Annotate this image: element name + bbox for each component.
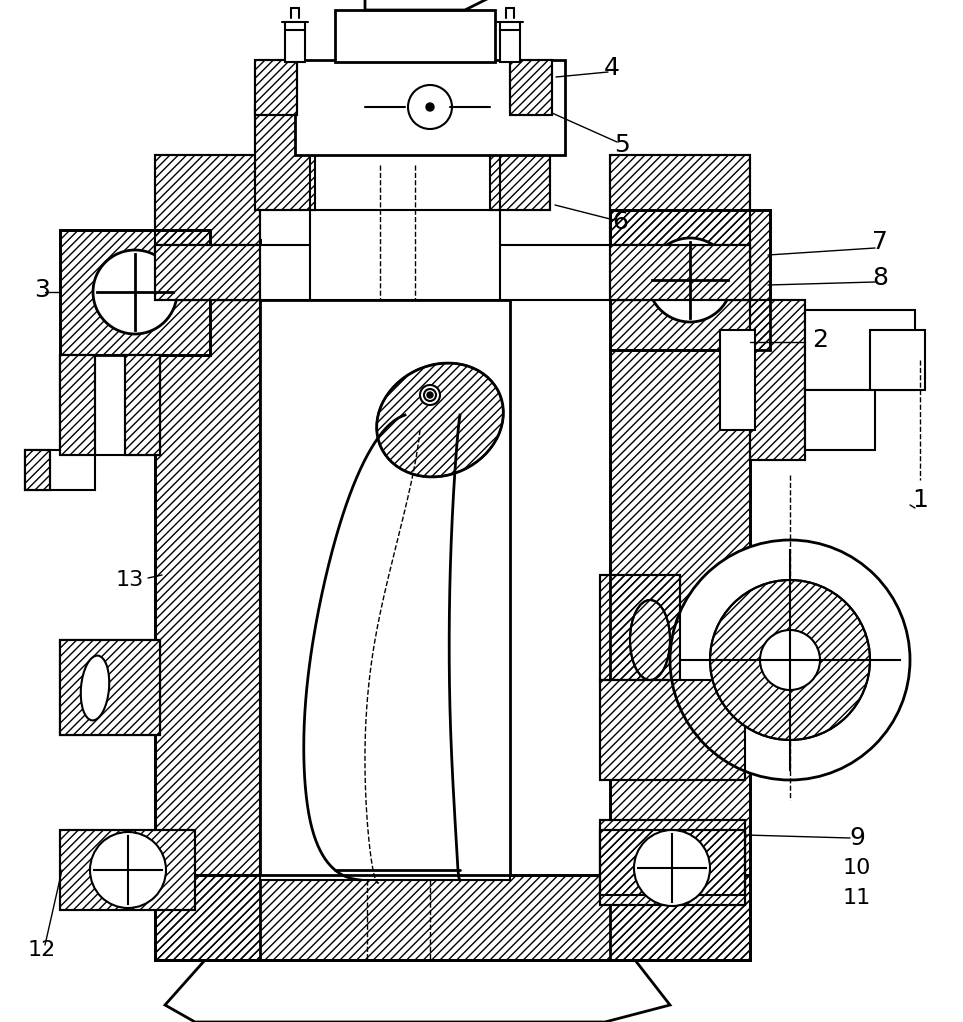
Bar bbox=[25, 450, 50, 490]
Bar bbox=[25, 450, 50, 490]
Bar bbox=[155, 875, 750, 960]
Bar bbox=[155, 875, 750, 960]
Circle shape bbox=[420, 385, 440, 405]
Bar bbox=[155, 155, 260, 300]
Bar bbox=[610, 155, 750, 300]
Bar bbox=[285, 30, 305, 62]
Bar bbox=[260, 300, 510, 880]
Circle shape bbox=[93, 250, 177, 334]
Bar bbox=[610, 245, 750, 300]
Bar bbox=[255, 105, 315, 210]
Bar bbox=[155, 155, 260, 300]
Bar bbox=[155, 240, 260, 960]
Text: 4: 4 bbox=[604, 56, 620, 80]
Text: 11: 11 bbox=[843, 888, 872, 908]
Bar bbox=[600, 830, 745, 905]
Bar bbox=[255, 105, 315, 210]
Bar bbox=[60, 640, 160, 735]
Bar bbox=[610, 155, 750, 300]
Ellipse shape bbox=[81, 655, 109, 721]
Ellipse shape bbox=[377, 363, 504, 477]
Bar bbox=[125, 355, 160, 455]
Bar bbox=[255, 60, 297, 115]
Bar bbox=[310, 105, 500, 210]
Text: 13: 13 bbox=[116, 570, 144, 590]
Bar bbox=[610, 240, 750, 960]
Bar bbox=[720, 330, 755, 430]
Bar bbox=[510, 60, 552, 115]
Polygon shape bbox=[365, 0, 495, 10]
Bar bbox=[60, 640, 160, 735]
Bar bbox=[60, 355, 95, 455]
Bar bbox=[60, 830, 195, 910]
Bar bbox=[610, 240, 750, 960]
Circle shape bbox=[670, 540, 910, 780]
Bar bbox=[260, 300, 510, 875]
Bar bbox=[125, 355, 160, 455]
Circle shape bbox=[634, 830, 710, 905]
Text: 12: 12 bbox=[28, 940, 56, 960]
Circle shape bbox=[427, 392, 433, 398]
Bar bbox=[60, 830, 195, 910]
Text: 8: 8 bbox=[872, 266, 888, 290]
Text: 2: 2 bbox=[812, 328, 828, 352]
Circle shape bbox=[648, 238, 732, 322]
Circle shape bbox=[760, 630, 820, 690]
Bar bbox=[335, 10, 495, 62]
Bar bbox=[500, 30, 520, 62]
Bar bbox=[600, 575, 680, 680]
Circle shape bbox=[90, 832, 166, 908]
Bar bbox=[155, 245, 260, 300]
Circle shape bbox=[408, 85, 452, 129]
Bar bbox=[610, 245, 750, 300]
Bar bbox=[750, 300, 805, 460]
Bar bbox=[600, 830, 745, 905]
Bar bbox=[60, 640, 160, 735]
Bar bbox=[155, 245, 260, 300]
Text: 5: 5 bbox=[614, 133, 630, 157]
Bar bbox=[205, 960, 635, 1005]
Bar bbox=[295, 60, 565, 155]
Polygon shape bbox=[165, 960, 670, 1022]
Bar bbox=[60, 355, 95, 455]
Bar bbox=[805, 390, 875, 450]
Bar bbox=[610, 210, 770, 350]
Bar bbox=[870, 330, 925, 390]
Bar bbox=[610, 210, 770, 350]
Bar bbox=[600, 575, 680, 680]
Text: 6: 6 bbox=[612, 210, 628, 234]
Bar bbox=[255, 60, 297, 115]
Circle shape bbox=[426, 103, 434, 111]
Bar bbox=[805, 310, 915, 390]
Bar bbox=[600, 820, 745, 895]
Text: 3: 3 bbox=[34, 278, 50, 301]
Text: 1: 1 bbox=[912, 487, 928, 512]
Circle shape bbox=[710, 580, 870, 740]
Text: 9: 9 bbox=[849, 826, 865, 850]
Bar bbox=[600, 680, 745, 780]
Bar bbox=[490, 105, 550, 210]
Bar bbox=[600, 680, 745, 780]
Bar bbox=[60, 230, 210, 355]
Bar bbox=[750, 300, 805, 460]
Bar bbox=[490, 105, 550, 210]
Bar bbox=[60, 230, 210, 355]
Bar bbox=[155, 240, 260, 960]
Bar bbox=[510, 60, 552, 115]
Bar bbox=[600, 820, 745, 895]
Bar bbox=[310, 155, 500, 300]
Bar bbox=[25, 450, 95, 490]
Text: 7: 7 bbox=[872, 230, 888, 254]
Ellipse shape bbox=[630, 600, 670, 680]
Text: 10: 10 bbox=[843, 858, 872, 878]
Bar bbox=[60, 355, 160, 455]
Circle shape bbox=[424, 389, 436, 401]
Bar bbox=[155, 245, 750, 300]
